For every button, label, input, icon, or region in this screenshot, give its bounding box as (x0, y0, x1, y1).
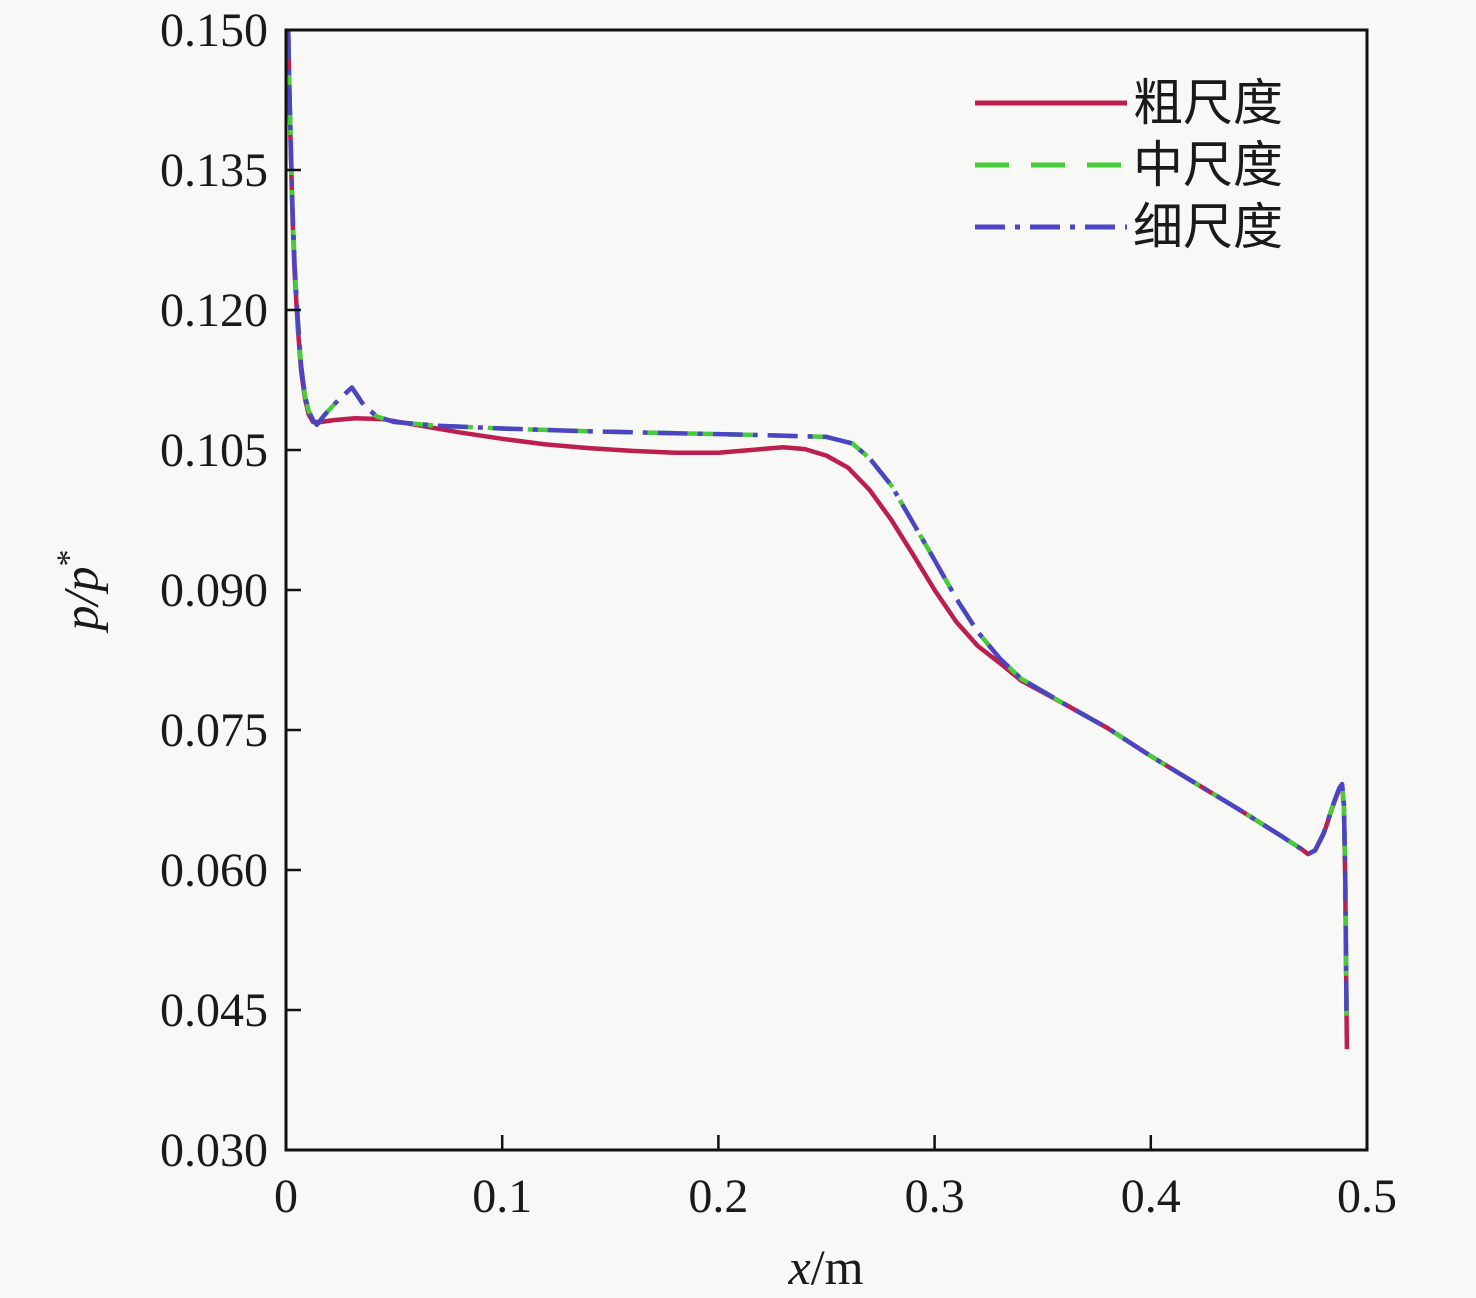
chart-tick-labels: 0 0.1 0.2 0.3 0.4 0.5 0.030 0.045 0.060 0.075 0.09… (160, 4, 1397, 1223)
x-axis-symbol: x (788, 1239, 811, 1295)
y-tick-label: 0.150 (160, 4, 268, 57)
legend-item-medium: 中尺度 (975, 134, 1283, 196)
legend-label-medium: 中尺度 (1133, 137, 1283, 193)
x-axis-unit: /m (810, 1239, 864, 1295)
x-tick-label: 0.1 (472, 1170, 532, 1223)
y-axis-symbol: p/p (52, 566, 109, 631)
legend-line-sample-dashed (975, 162, 1127, 168)
y-tick-label: 0.045 (160, 984, 268, 1037)
y-tick-label: 0.090 (160, 564, 268, 617)
legend-label-fine: 细尺度 (1133, 199, 1283, 255)
legend-line-sample-solid (975, 100, 1127, 106)
y-tick-label: 0.105 (160, 424, 268, 477)
x-tick-label: 0 (274, 1170, 298, 1223)
y-axis-superscript: * (50, 549, 88, 567)
y-tick-label: 0.075 (160, 704, 268, 757)
x-axis-label: x/m (789, 1238, 864, 1296)
legend: 粗尺度 中尺度 细尺度 (975, 72, 1283, 258)
x-tick-label: 0.3 (905, 1170, 965, 1223)
legend-label-coarse: 粗尺度 (1133, 75, 1283, 131)
chart-curves (285, 29, 1350, 1050)
x-tick-label: 0.5 (1337, 1170, 1397, 1223)
legend-item-fine: 细尺度 (975, 196, 1283, 258)
y-axis-label: p/p* (51, 550, 110, 631)
chart-axes (284, 28, 1369, 1152)
y-tick-label: 0.060 (160, 844, 268, 897)
legend-line-sample-dashdot (975, 224, 1127, 230)
y-tick-label: 0.135 (160, 144, 268, 197)
y-tick-label: 0.030 (160, 1124, 268, 1177)
legend-item-coarse: 粗尺度 (975, 72, 1283, 134)
y-tick-label: 0.120 (160, 284, 268, 337)
series-curve-2 (285, 29, 1349, 1013)
x-tick-label: 0.2 (688, 1170, 748, 1223)
x-tick-label: 0.4 (1121, 1170, 1181, 1223)
